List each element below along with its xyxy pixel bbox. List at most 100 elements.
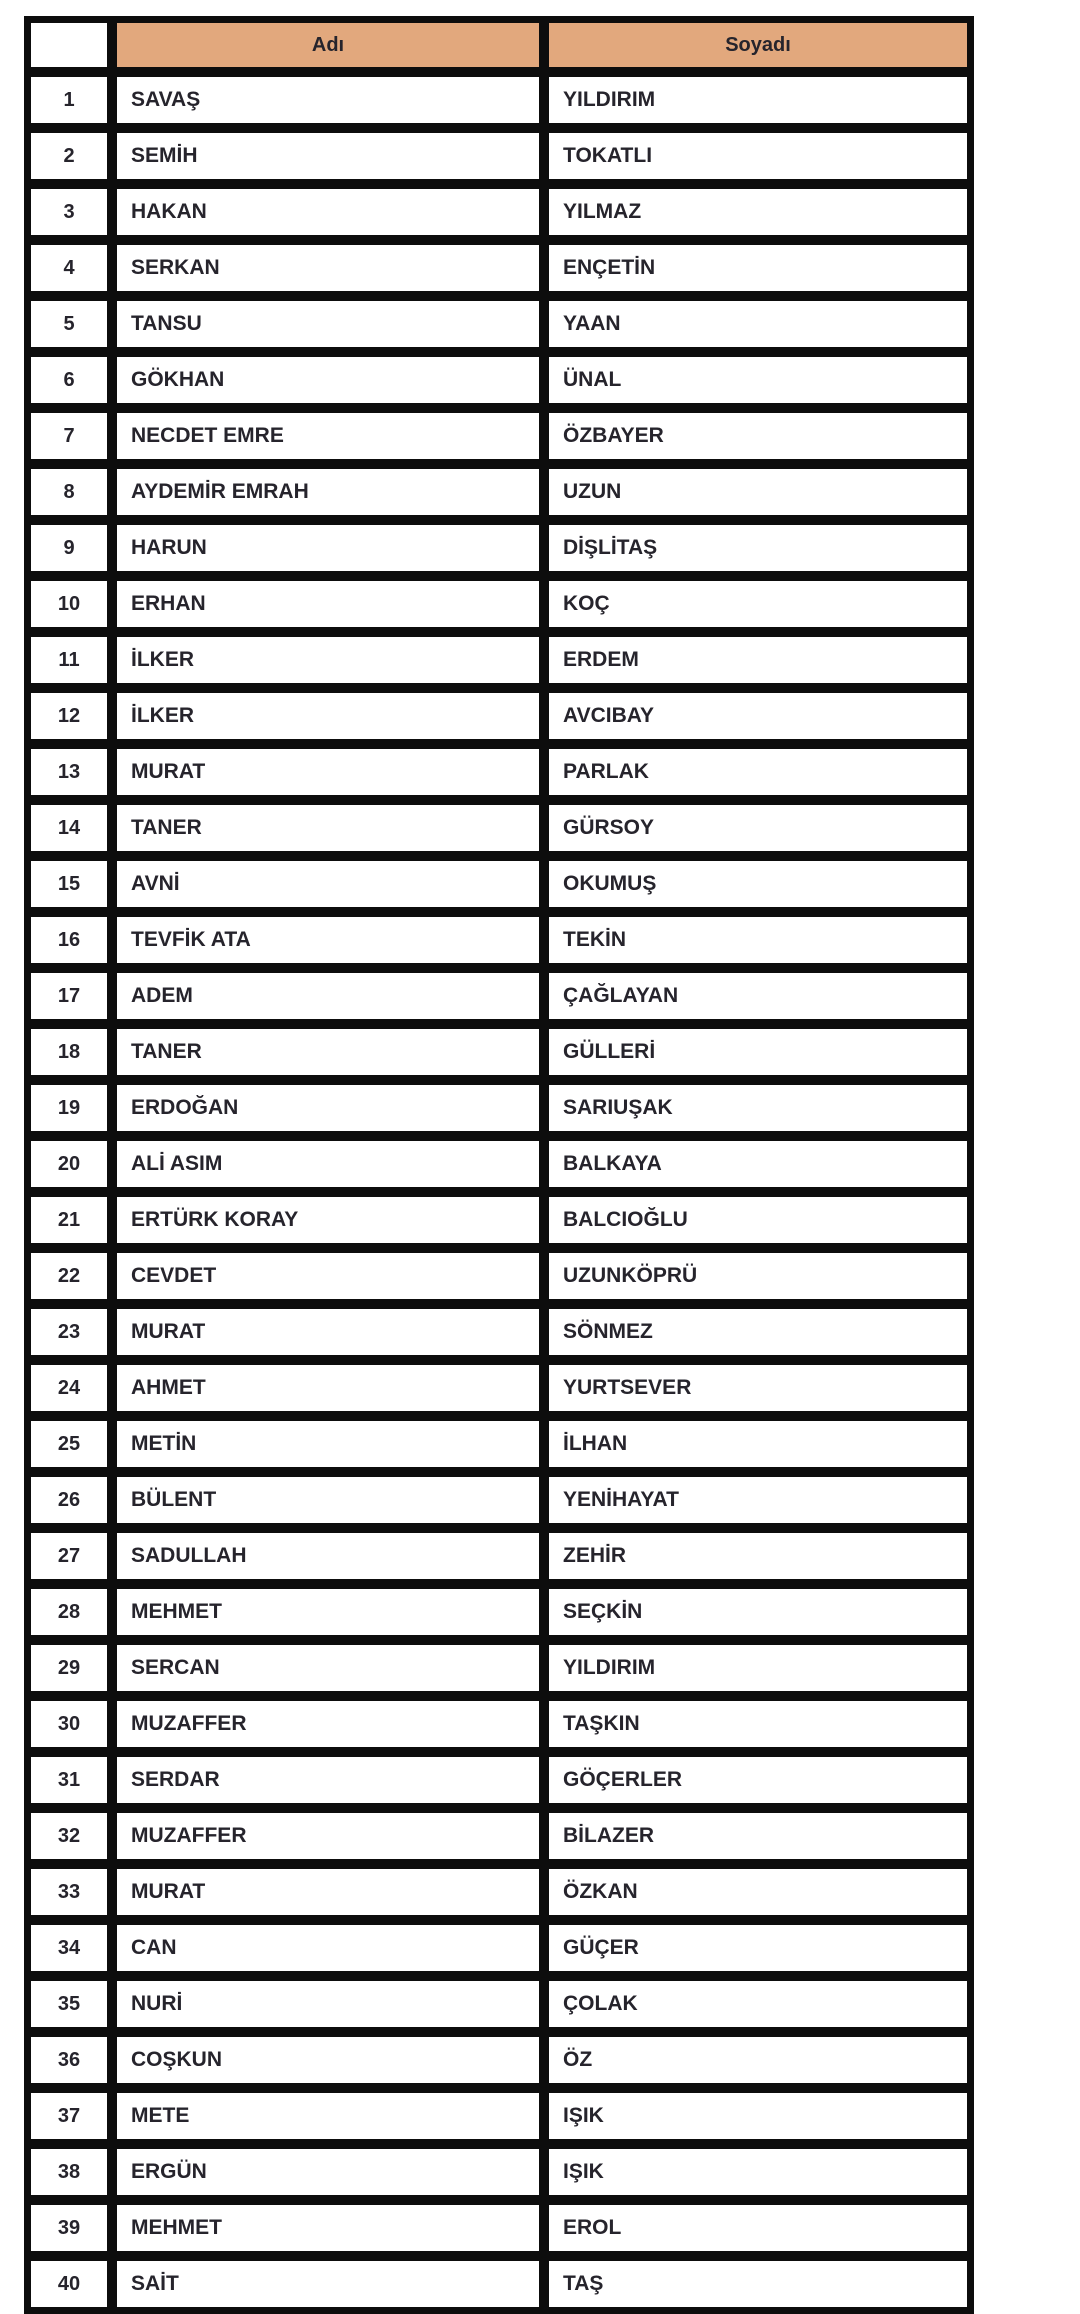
row-number-cell: 15	[28, 858, 110, 910]
name-cell: TANER	[114, 1026, 542, 1078]
row-number-cell: 30	[28, 1698, 110, 1750]
row-number-cell: 13	[28, 746, 110, 798]
surname-cell: TEKİN	[546, 914, 970, 966]
name-cell: CAN	[114, 1922, 542, 1974]
surname-cell: ENÇETİN	[546, 242, 970, 294]
table-row: 38 ERGÜN IŞIK	[28, 2146, 970, 2198]
row-number-cell: 39	[28, 2202, 110, 2254]
surname-cell: AVCIBAY	[546, 690, 970, 742]
name-cell: SAİT	[114, 2258, 542, 2310]
name-cell: MURAT	[114, 746, 542, 798]
surname-cell: İLHAN	[546, 1418, 970, 1470]
table-row: 18 TANER GÜLLERİ	[28, 1026, 970, 1078]
table-row: 14 TANER GÜRSOY	[28, 802, 970, 854]
surname-cell: IŞIK	[546, 2146, 970, 2198]
table-row: 16 TEVFİK ATA TEKİN	[28, 914, 970, 966]
row-number-cell: 32	[28, 1810, 110, 1862]
surname-cell: UZUNKÖPRÜ	[546, 1250, 970, 1302]
row-number-cell: 19	[28, 1082, 110, 1134]
surname-cell: BALKAYA	[546, 1138, 970, 1190]
table-row: 7 NECDET EMRE ÖZBAYER	[28, 410, 970, 462]
surname-cell: BALCIOĞLU	[546, 1194, 970, 1246]
header-row: Adı Soyadı	[28, 20, 970, 70]
name-cell: COŞKUN	[114, 2034, 542, 2086]
row-number-cell: 4	[28, 242, 110, 294]
table-row: 36 COŞKUN ÖZ	[28, 2034, 970, 2086]
name-cell: AVNİ	[114, 858, 542, 910]
row-number-cell: 26	[28, 1474, 110, 1526]
name-cell: MUZAFFER	[114, 1698, 542, 1750]
name-cell: METİN	[114, 1418, 542, 1470]
table-row: 23 MURAT SÖNMEZ	[28, 1306, 970, 1358]
table-row: 24 AHMET YURTSEVER	[28, 1362, 970, 1414]
table-row: 3 HAKAN YILMAZ	[28, 186, 970, 238]
row-number-cell: 9	[28, 522, 110, 574]
row-number-cell: 7	[28, 410, 110, 462]
name-cell: HARUN	[114, 522, 542, 574]
table-row: 8 AYDEMİR EMRAH UZUN	[28, 466, 970, 518]
table-row: 12 İLKER AVCIBAY	[28, 690, 970, 742]
table-row: 1 SAVAŞ YILDIRIM	[28, 74, 970, 126]
table-row: 4 SERKAN ENÇETİN	[28, 242, 970, 294]
surname-cell: BİLAZER	[546, 1810, 970, 1862]
row-number-cell: 29	[28, 1642, 110, 1694]
row-number-cell: 11	[28, 634, 110, 686]
name-cell: GÖKHAN	[114, 354, 542, 406]
name-cell: MURAT	[114, 1306, 542, 1358]
name-cell: SERCAN	[114, 1642, 542, 1694]
table-row: 10 ERHAN KOÇ	[28, 578, 970, 630]
table-row: 5 TANSU YAAN	[28, 298, 970, 350]
surname-cell: TAŞKIN	[546, 1698, 970, 1750]
table-row: 26 BÜLENT YENİHAYAT	[28, 1474, 970, 1526]
table-row: 6 GÖKHAN ÜNAL	[28, 354, 970, 406]
table-row: 30 MUZAFFER TAŞKIN	[28, 1698, 970, 1750]
surname-cell: ERDEM	[546, 634, 970, 686]
row-number-cell: 5	[28, 298, 110, 350]
table-row: 33 MURAT ÖZKAN	[28, 1866, 970, 1918]
name-cell: BÜLENT	[114, 1474, 542, 1526]
table-row: 31 SERDAR GÖÇERLER	[28, 1754, 970, 1806]
name-cell: MUZAFFER	[114, 1810, 542, 1862]
row-number-cell: 31	[28, 1754, 110, 1806]
surname-cell: ÖZBAYER	[546, 410, 970, 462]
surname-cell: DİŞLİTAŞ	[546, 522, 970, 574]
surname-cell: EROL	[546, 2202, 970, 2254]
row-number-cell: 12	[28, 690, 110, 742]
table-row: 27 SADULLAH ZEHİR	[28, 1530, 970, 1582]
row-number-cell: 27	[28, 1530, 110, 1582]
surname-cell: IŞIK	[546, 2090, 970, 2142]
surname-cell: GÜRSOY	[546, 802, 970, 854]
row-number-cell: 10	[28, 578, 110, 630]
name-cell: TEVFİK ATA	[114, 914, 542, 966]
row-number-cell: 2	[28, 130, 110, 182]
name-cell: HAKAN	[114, 186, 542, 238]
row-number-cell: 17	[28, 970, 110, 1022]
row-number-cell: 28	[28, 1586, 110, 1638]
table-row: 37 METE IŞIK	[28, 2090, 970, 2142]
row-number-cell: 40	[28, 2258, 110, 2310]
surname-cell: OKUMUŞ	[546, 858, 970, 910]
row-number-cell: 16	[28, 914, 110, 966]
row-number-cell: 37	[28, 2090, 110, 2142]
name-cell: CEVDET	[114, 1250, 542, 1302]
surname-cell: UZUN	[546, 466, 970, 518]
row-number-cell: 25	[28, 1418, 110, 1470]
name-cell: ERGÜN	[114, 2146, 542, 2198]
name-cell: AHMET	[114, 1362, 542, 1414]
surname-cell: TAŞ	[546, 2258, 970, 2310]
name-cell: MURAT	[114, 1866, 542, 1918]
surname-cell: TOKATLI	[546, 130, 970, 182]
column-header-adi: Adı	[114, 20, 542, 70]
surname-cell: SÖNMEZ	[546, 1306, 970, 1358]
name-cell: TANER	[114, 802, 542, 854]
table-row: 15 AVNİ OKUMUŞ	[28, 858, 970, 910]
surname-cell: YURTSEVER	[546, 1362, 970, 1414]
row-number-cell: 8	[28, 466, 110, 518]
surname-cell: GÜÇER	[546, 1922, 970, 1974]
table-row: 25 METİN İLHAN	[28, 1418, 970, 1470]
name-cell: AYDEMİR EMRAH	[114, 466, 542, 518]
row-number-cell: 34	[28, 1922, 110, 1974]
surname-cell: GÖÇERLER	[546, 1754, 970, 1806]
surname-cell: ÇOLAK	[546, 1978, 970, 2030]
table-row: 40 SAİT TAŞ	[28, 2258, 970, 2310]
